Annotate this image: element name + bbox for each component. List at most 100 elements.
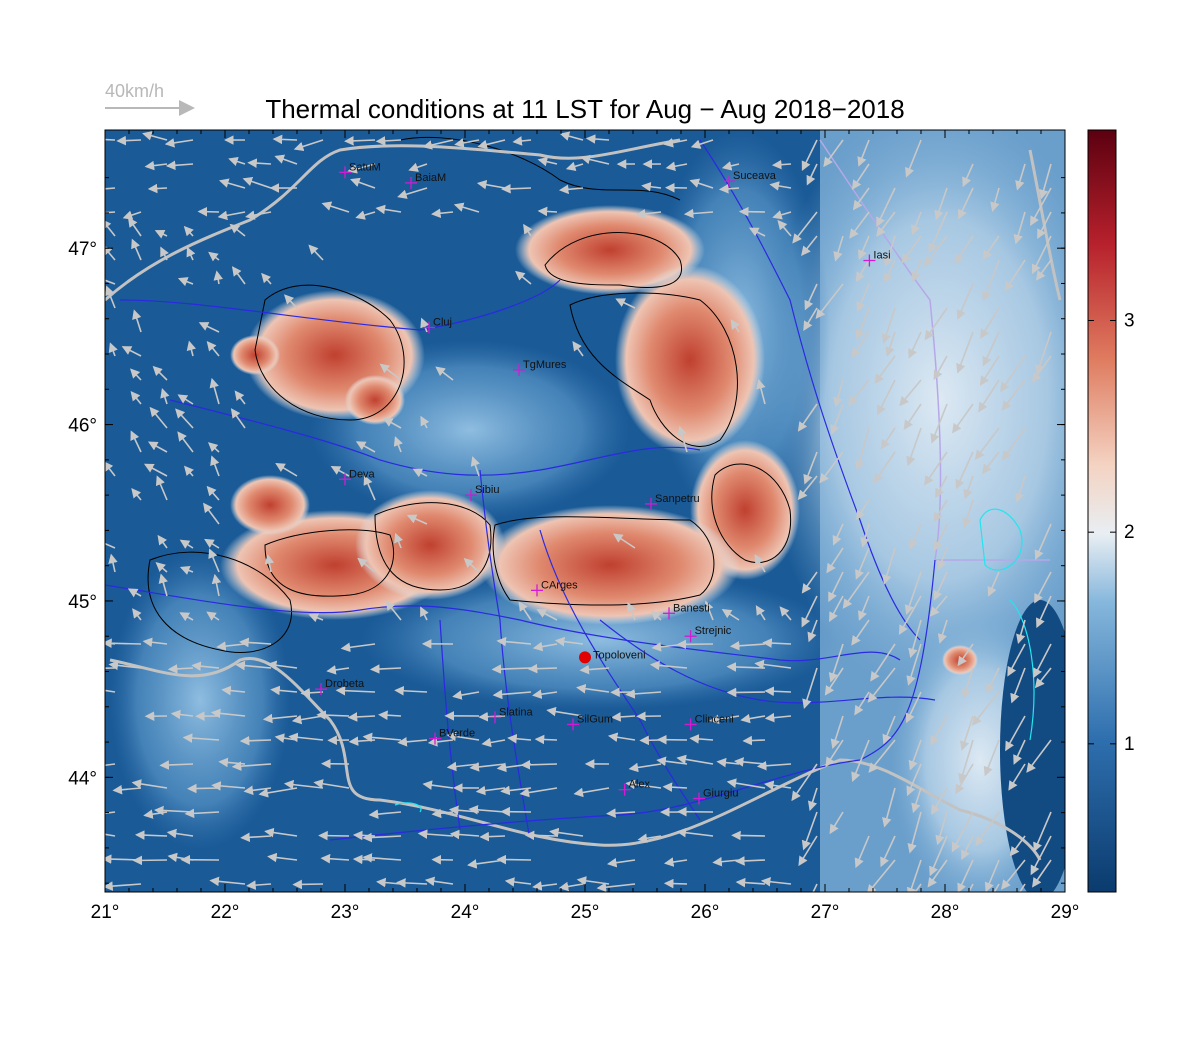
wind-arrow [819, 451, 844, 484]
wind-arrow [1014, 475, 1026, 503]
wind-arrow [207, 442, 220, 453]
city-label: Giurgiu [703, 788, 738, 800]
wind-arrow [362, 853, 402, 863]
wind-arrow [507, 733, 532, 744]
wind-arrow [639, 735, 662, 746]
wind-arrow [355, 441, 376, 453]
city-label: Slatina [499, 706, 534, 718]
wind-arrow [231, 266, 246, 285]
wind-arrow [149, 406, 168, 429]
wind-arrow [712, 856, 740, 867]
wind-arrow [134, 830, 168, 840]
wind-arrow [851, 163, 870, 190]
wind-arrow [628, 762, 662, 773]
wind-arrow [283, 294, 298, 309]
wind-arrow [954, 235, 974, 265]
x-axis: 21° 22° 23° 24° 25° 26° 27° 28° 29° [91, 130, 1079, 923]
wind-arrow [924, 451, 948, 486]
wind-arrow [906, 859, 922, 892]
wind-arrow [1004, 259, 1026, 292]
wind-arrow [612, 533, 636, 549]
wind-arrow [177, 394, 194, 405]
city-label: Alex [629, 779, 651, 791]
y-tick-label: 46° [68, 416, 97, 437]
wind-arrow [218, 178, 246, 189]
wind-arrow [823, 139, 844, 168]
wind-arrow [355, 210, 376, 220]
wind-arrow [1034, 523, 1052, 561]
wind-arrow [532, 881, 558, 891]
wind-arrow [534, 734, 558, 745]
small-hot-spot-1 [230, 335, 280, 375]
wind-arrow [179, 612, 194, 622]
wind-arrow [905, 691, 922, 724]
wind-arrow [955, 763, 974, 795]
wind-arrow [152, 365, 168, 381]
wind-arrow [962, 499, 974, 529]
wind-arrow [798, 835, 818, 867]
contour-retezat [264, 529, 395, 597]
wind-arrow [1034, 571, 1052, 604]
wind-arrow [292, 879, 324, 890]
wind-arrow [849, 211, 870, 239]
wind-arrow [930, 403, 948, 444]
wind-arrow [385, 600, 402, 621]
wind-arrow [105, 833, 116, 837]
wind-arrow [1036, 595, 1052, 629]
wind-arrow [677, 425, 688, 453]
fagaras-hot-area [480, 505, 740, 625]
wind-arrow [764, 712, 792, 723]
wind-arrow [209, 377, 220, 405]
wind-arrow [807, 787, 818, 812]
city-label: Cluj [433, 317, 452, 329]
wind-arrow [929, 595, 948, 617]
contour-east [569, 292, 738, 447]
wind-arrow [275, 462, 298, 477]
wind-arrow [721, 161, 740, 171]
wind-arrow [536, 609, 558, 621]
y-tick-label: 44° [68, 768, 97, 789]
wind-arrow [293, 139, 324, 152]
wind-arrow [408, 162, 428, 172]
wind-arrow [368, 809, 402, 819]
wind-arrow [908, 739, 922, 771]
border-north [105, 138, 681, 302]
colorbar-ticks: 1 2 3 [1088, 311, 1135, 755]
wind-arrow [157, 534, 168, 549]
wind-arrow [143, 463, 168, 477]
city-markers: SatuM BaiaM Suceava Iasi Cluj TgMures Deva Sibi… [315, 161, 891, 805]
wind-arrow [986, 667, 1000, 694]
contour-north [544, 232, 683, 288]
wind-arrow [321, 201, 350, 213]
wind-arrow [791, 763, 818, 802]
x-tick-label: 21° [91, 902, 120, 923]
wind-arrow [470, 456, 480, 477]
wind-arrow [855, 547, 870, 580]
wind-arrow [352, 854, 376, 865]
wind-arrow [882, 547, 896, 585]
wind-arrow [492, 689, 532, 700]
wind-arrow [929, 835, 948, 877]
wind-arrow [1015, 163, 1026, 191]
wind-arrow [468, 805, 506, 815]
wind-arrow [231, 761, 272, 771]
wind-arrow [476, 179, 506, 190]
wind-arrow [585, 134, 610, 144]
wind-arrow [217, 210, 246, 221]
wind-arrow [347, 712, 376, 722]
wind-arrow [904, 571, 922, 615]
wind-arrow [397, 187, 428, 199]
wind-arrow [933, 499, 948, 523]
wind-arrow [204, 538, 220, 549]
wind-arrow [690, 139, 714, 149]
wind-arrow [857, 139, 870, 167]
wind-arrow [308, 613, 324, 623]
wind-arrow [481, 737, 506, 748]
wind-arrow [211, 781, 246, 791]
wind-arrow [880, 835, 896, 868]
wind-arrow [637, 833, 662, 843]
map-panel: SatuM BaiaM Suceava Iasi Cluj TgMures Deva Sibi… [105, 130, 1065, 892]
wind-arrow [344, 136, 376, 146]
wind-arrow [801, 571, 818, 594]
